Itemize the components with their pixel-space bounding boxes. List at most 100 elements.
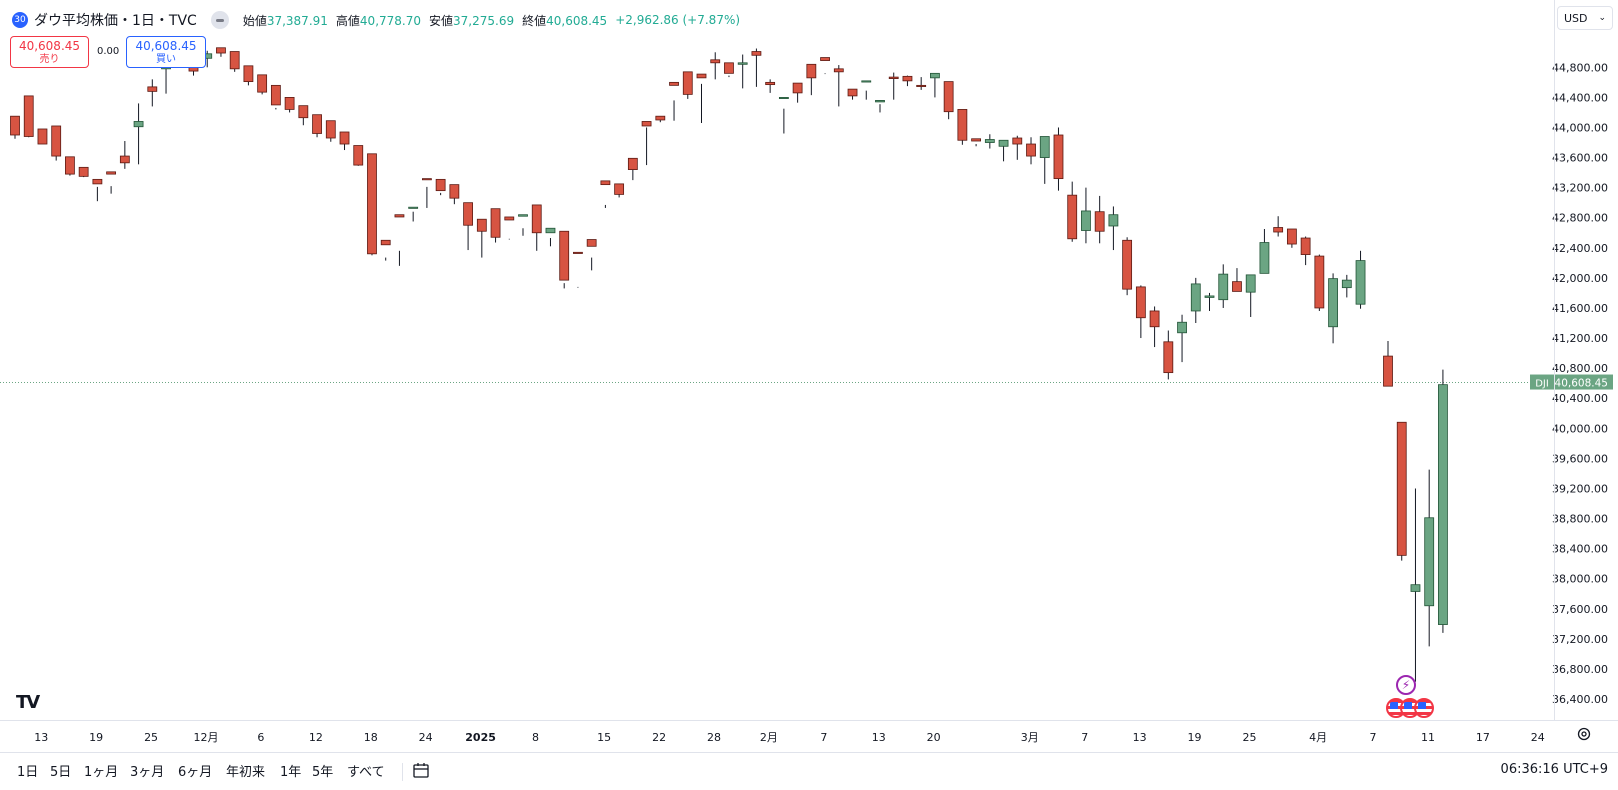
last-price-tag: 40,608.45 — [1555, 378, 1608, 390]
axis-settings-icon[interactable] — [1576, 726, 1592, 742]
range-5y-button[interactable]: 5年 — [312, 765, 334, 780]
range-5d-button[interactable]: 5日 — [50, 765, 72, 780]
range-1d-button[interactable]: 1日 — [17, 765, 39, 780]
y-tick-label: 43,200.00 — [1552, 182, 1608, 195]
range-1y-button[interactable]: 1年 — [280, 765, 302, 780]
spread-value: 0.00 — [97, 46, 120, 57]
candle-down — [765, 81, 776, 86]
range-all-button[interactable]: すべて — [347, 765, 385, 780]
x-tick-label: 25 — [144, 731, 158, 744]
range-1m-button[interactable]: 1ヶ月 — [84, 765, 119, 780]
dividend-event-icon[interactable]: ⚡ — [1396, 675, 1416, 695]
candle-down — [1273, 227, 1284, 233]
candle-up — [545, 227, 556, 234]
candle-down — [943, 81, 954, 113]
candle-down — [476, 218, 487, 232]
candle-down — [229, 51, 240, 70]
candle-down — [957, 109, 968, 141]
toolbar-separator — [402, 763, 403, 781]
calendar-icon[interactable] — [412, 761, 430, 779]
candle-down — [1286, 228, 1297, 245]
candle-down — [147, 86, 158, 92]
y-tick-label: 40,800.00 — [1552, 362, 1608, 375]
candle-down — [284, 97, 295, 110]
candle-down — [669, 81, 679, 86]
range-6m-button[interactable]: 6ヶ月 — [178, 765, 213, 780]
symbol-tag-bg — [1530, 374, 1554, 390]
x-tick-label: 12 — [309, 731, 323, 744]
candle-down — [449, 184, 460, 199]
buy-label: 買い — [156, 54, 176, 65]
y-tick-label: 42,800.00 — [1552, 212, 1608, 225]
candle-down — [92, 178, 103, 185]
candle-down — [106, 171, 117, 175]
y-tick-label: 42,400.00 — [1552, 242, 1608, 255]
candle-down — [888, 76, 899, 80]
clock-time[interactable]: 06:36:16 UTC+9 — [1500, 762, 1608, 777]
price-axis-divider — [1554, 0, 1555, 720]
symbol-title[interactable]: ダウ平均株価・1日・TVC — [34, 13, 197, 29]
sell-button[interactable]: 40,608.45 売り — [10, 36, 89, 68]
candle-down — [531, 204, 542, 234]
currency-select[interactable]: USD ⌄ — [1557, 6, 1613, 30]
candle-down — [1314, 255, 1325, 309]
bottom-toolbar: 1日 5日 1ヶ月 3ヶ月 6ヶ月 年初来 1年 5年 すべて 06:36:16… — [0, 752, 1618, 790]
y-tick-label: 38,400.00 — [1552, 543, 1608, 556]
hide-legend-icon[interactable] — [210, 11, 229, 29]
y-tick-label: 40,000.00 — [1552, 422, 1608, 435]
chevron-down-icon: ⌄ — [1598, 13, 1606, 23]
candle-down — [682, 71, 693, 95]
buy-button[interactable]: 40,608.45 買い — [126, 36, 206, 68]
x-tick-label: 19 — [1188, 731, 1202, 744]
x-tick-label: 25 — [1242, 731, 1256, 744]
candle-down — [435, 178, 446, 192]
candle-up — [737, 62, 748, 65]
symbol-logo-icon: 30 — [12, 12, 28, 28]
y-tick-label: 41,200.00 — [1552, 332, 1608, 345]
y-tick-label: 38,800.00 — [1552, 513, 1608, 526]
range-ytd-button[interactable]: 年初来 — [226, 765, 266, 780]
x-tick-label: 7 — [1370, 731, 1377, 744]
tradingview-logo[interactable]: TV — [16, 692, 40, 713]
x-tick-label: 7 — [820, 731, 827, 744]
candle-up — [1341, 279, 1352, 289]
y-tick-label: 44,800.00 — [1552, 61, 1608, 74]
candle-up — [1355, 260, 1366, 305]
range-3m-button[interactable]: 3ヶ月 — [130, 765, 165, 780]
candle-up — [984, 139, 995, 143]
candle-down — [312, 114, 322, 134]
y-tick-label: 36,800.00 — [1552, 663, 1608, 676]
y-tick-label: 39,600.00 — [1552, 452, 1608, 465]
candle-up — [1424, 517, 1435, 607]
candle-up — [133, 121, 144, 128]
y-tick-label: 40,400.00 — [1552, 392, 1608, 405]
candle-down — [51, 125, 62, 157]
candle-up — [1259, 242, 1270, 274]
ohlc-change: +2,962.86 (+7.87%) — [615, 13, 741, 27]
candle-up — [1177, 321, 1187, 334]
candle-down — [1012, 137, 1023, 145]
x-tick-label: 17 — [1476, 731, 1490, 744]
candle-down — [1135, 286, 1146, 319]
x-tick-label: 7 — [1081, 731, 1088, 744]
us-flag-event-icon[interactable] — [1414, 698, 1434, 718]
candle-down — [394, 214, 405, 218]
candle-down — [724, 62, 734, 74]
x-tick-label: 15 — [597, 731, 611, 744]
y-tick-label: 42,000.00 — [1552, 272, 1608, 285]
candle-down — [367, 153, 377, 255]
candle-down — [614, 183, 625, 195]
x-tick-label: 13 — [1133, 731, 1147, 744]
candle-down — [270, 84, 281, 106]
candle-up — [1108, 214, 1119, 227]
candle-up — [861, 80, 872, 83]
x-tick-label: 13 — [872, 731, 886, 744]
y-tick-label: 44,000.00 — [1552, 121, 1608, 134]
candle-down — [65, 156, 75, 175]
candle-down — [1053, 134, 1064, 180]
candle-down — [23, 95, 34, 137]
x-tick-label: 3月 — [1021, 731, 1039, 744]
y-tick-label: 44,400.00 — [1552, 91, 1608, 104]
